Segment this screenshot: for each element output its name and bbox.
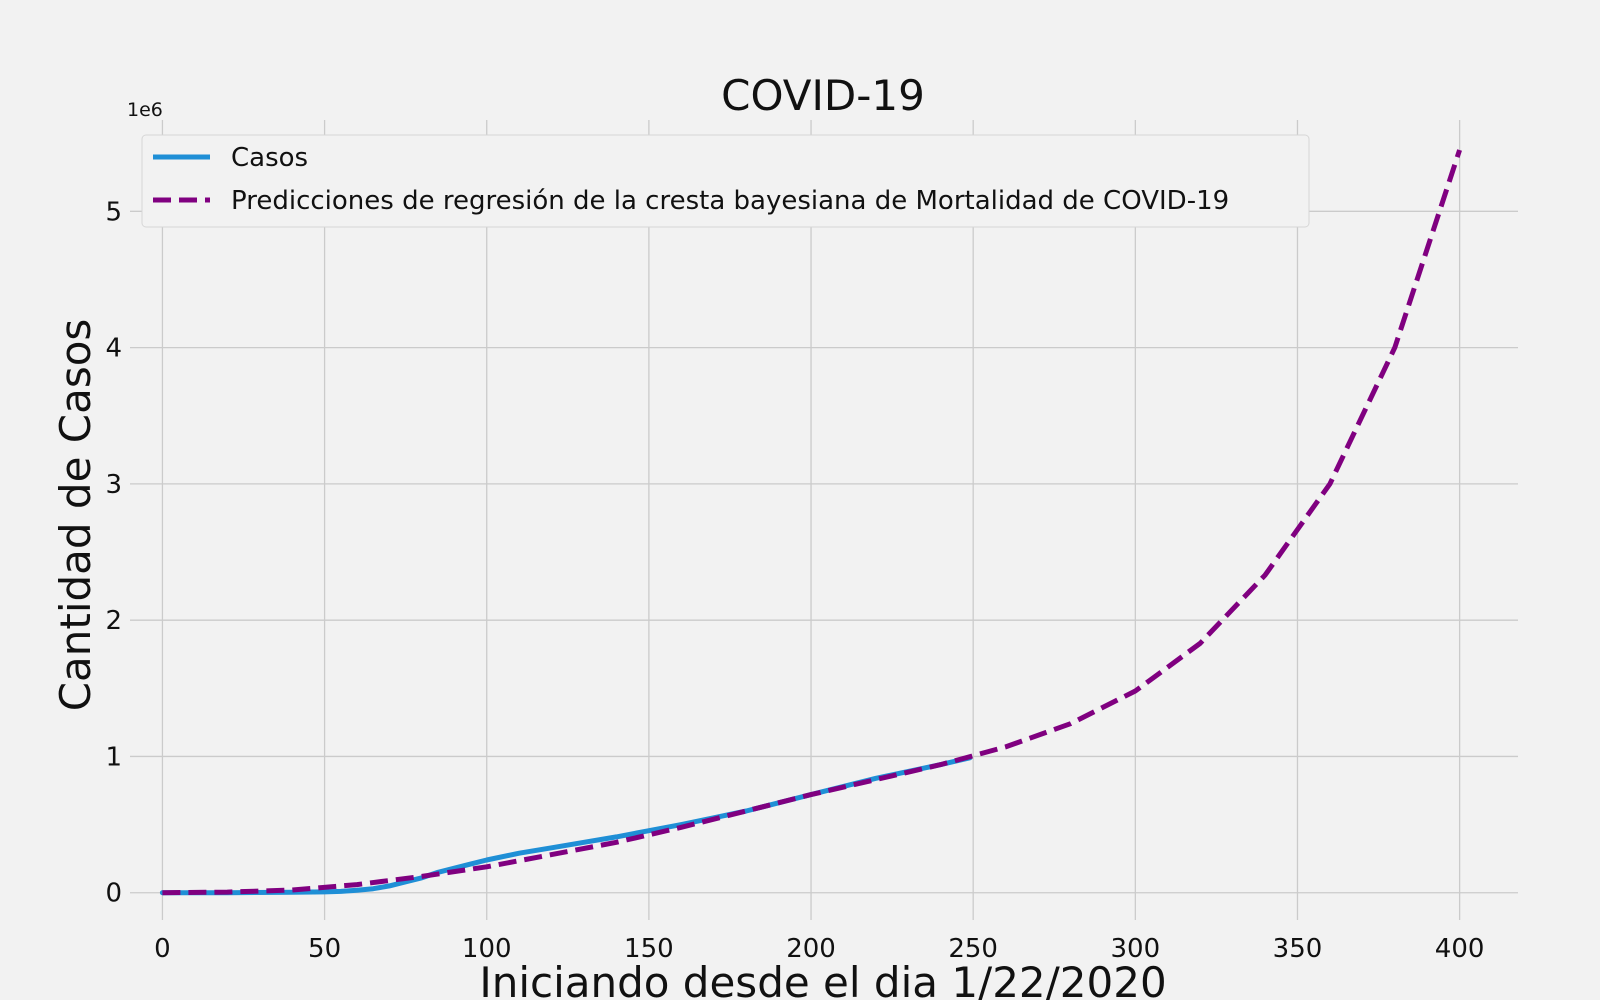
y-tick-label-1: 1 — [105, 742, 122, 772]
series-line-casos — [159, 755, 973, 896]
y-tick-label-3: 3 — [105, 470, 122, 500]
chart-title: COVID-19 — [721, 71, 925, 120]
x-tick-label-250: 250 — [948, 934, 998, 964]
legend-label-predicciones: Predicciones de regresión de la cresta b… — [231, 186, 1229, 216]
x-tick-label-50: 50 — [308, 934, 341, 964]
y-tick-label-0: 0 — [105, 879, 122, 909]
x-axis-label: Iniciando desde el dia 1/22/2020 — [479, 958, 1166, 1000]
y-axis-label: Cantidad de Casos — [51, 319, 100, 712]
legend: Casos Predicciones de regresión de la cr… — [141, 134, 1310, 228]
legend-box — [141, 134, 1310, 228]
x-tick-label-350: 350 — [1273, 934, 1323, 964]
y-tick-label-5: 5 — [105, 197, 122, 227]
x-tick-label-400: 400 — [1435, 934, 1485, 964]
y-tick-label-2: 2 — [105, 606, 122, 636]
y-tick-label-4: 4 — [105, 334, 122, 364]
series-line-predicciones — [162, 149, 1462, 896]
x-tick-label-300: 300 — [1111, 934, 1161, 964]
legend-label-casos: Casos — [231, 143, 308, 173]
series-layer — [159, 149, 1462, 896]
ticks: 0 50 100 150 200 250 300 350 400 0 1 2 3 4 5 — [105, 197, 1484, 964]
x-tick-label-200: 200 — [786, 934, 836, 964]
x-tick-label-100: 100 — [462, 934, 512, 964]
x-tick-label-0: 0 — [154, 934, 171, 964]
x-tick-label-150: 150 — [624, 934, 674, 964]
y-offset-label: 1e6 — [127, 99, 163, 121]
